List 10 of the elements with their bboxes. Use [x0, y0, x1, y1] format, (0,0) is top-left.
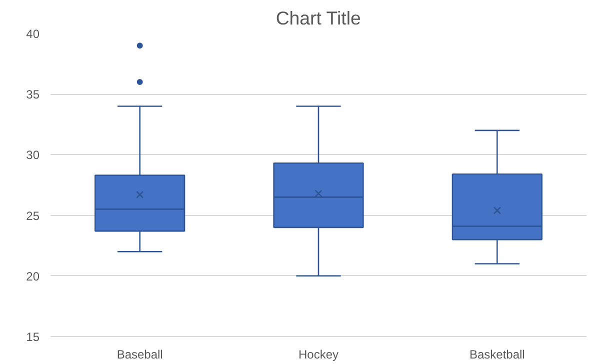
x-tick-label: Basketball [469, 348, 525, 362]
chart-title: Chart Title [276, 8, 361, 28]
y-tick-label: 15 [26, 330, 40, 344]
x-tick-label: Baseball [116, 348, 163, 362]
y-tick-label: 20 [26, 269, 40, 284]
y-tick-label: 35 [26, 88, 40, 102]
y-tick-label: 40 [26, 27, 40, 41]
y-tick-label: 25 [26, 208, 40, 223]
x-tick-label: Hockey [298, 348, 339, 362]
y-tick-label: 30 [26, 148, 40, 162]
